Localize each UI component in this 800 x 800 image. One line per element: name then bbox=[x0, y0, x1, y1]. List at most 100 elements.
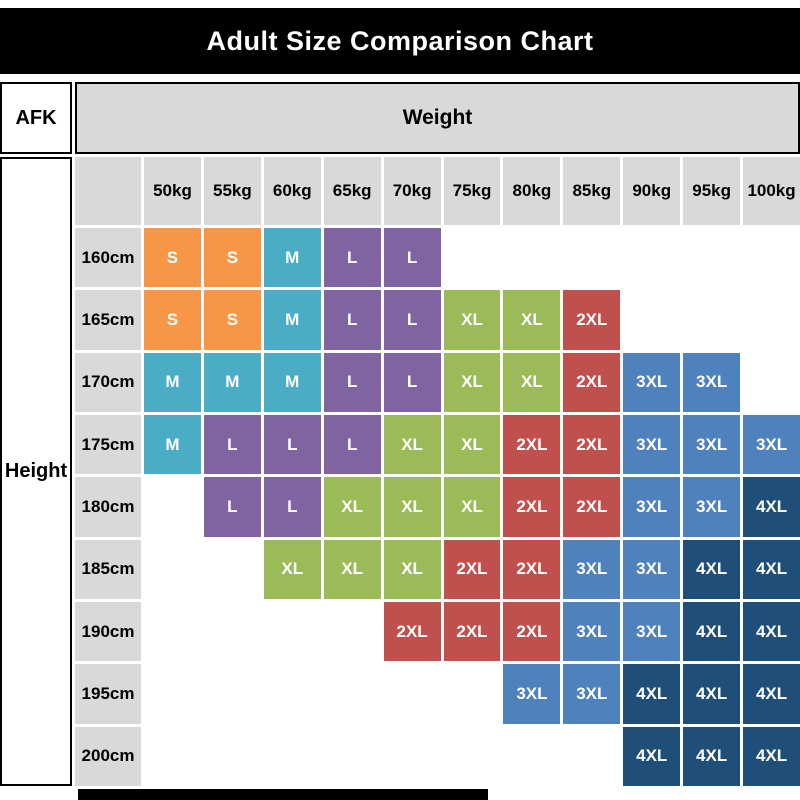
size-cell: M bbox=[263, 228, 321, 288]
size-grid: AFK Weight Height 50kg 55kg 60kg 65kg 70kg 75… bbox=[0, 82, 800, 786]
size-cell: L bbox=[263, 414, 321, 475]
size-cell: XL bbox=[263, 539, 321, 599]
size-cell: M bbox=[144, 352, 201, 412]
size-cell: 2XL bbox=[383, 601, 441, 662]
size-cell: 2XL bbox=[503, 414, 561, 475]
size-cell: XL bbox=[443, 352, 501, 412]
size-cell: 2XL bbox=[563, 414, 621, 475]
size-cell: 2XL bbox=[563, 290, 621, 350]
size-cell: 2XL bbox=[563, 477, 621, 537]
empty-cell bbox=[383, 726, 441, 786]
size-cell: S bbox=[203, 228, 261, 288]
size-cell: XL bbox=[443, 290, 501, 350]
weight-col-header: 75kg bbox=[443, 157, 501, 225]
height-row-header: 160cm bbox=[75, 228, 141, 288]
weight-col-header: 70kg bbox=[383, 157, 441, 225]
empty-cell bbox=[144, 477, 201, 537]
corner-label: AFK bbox=[0, 82, 72, 154]
empty-cell bbox=[144, 539, 201, 599]
size-cell: S bbox=[144, 228, 201, 288]
size-cell: 4XL bbox=[743, 601, 800, 662]
size-cell: M bbox=[203, 352, 261, 412]
size-cell: 3XL bbox=[743, 414, 800, 475]
weight-col-header: 80kg bbox=[503, 157, 561, 225]
size-cell: L bbox=[383, 228, 441, 288]
empty-cell bbox=[503, 726, 561, 786]
empty-cell bbox=[623, 290, 681, 350]
empty-cell bbox=[563, 726, 621, 786]
size-cell: 2XL bbox=[503, 539, 561, 599]
height-row-header: 200cm bbox=[75, 726, 141, 786]
size-cell: XL bbox=[383, 539, 441, 599]
empty-cell bbox=[743, 228, 800, 288]
size-cell: XL bbox=[503, 290, 561, 350]
height-row-header: 170cm bbox=[75, 352, 141, 412]
size-cell: 3XL bbox=[563, 664, 621, 724]
empty-cell bbox=[203, 539, 261, 599]
size-cell: 4XL bbox=[683, 539, 741, 599]
empty-cell bbox=[263, 601, 321, 662]
size-cell: 4XL bbox=[683, 601, 741, 662]
empty-cell bbox=[144, 726, 201, 786]
size-cell: 2XL bbox=[443, 601, 501, 662]
height-row-header: 195cm bbox=[75, 664, 141, 724]
size-cell: XL bbox=[383, 414, 441, 475]
empty-cell bbox=[743, 352, 800, 412]
size-cell: M bbox=[263, 290, 321, 350]
size-cell: 2XL bbox=[503, 601, 561, 662]
height-row-header: 175cm bbox=[75, 414, 141, 475]
chart-title: Adult Size Comparison Chart bbox=[206, 25, 594, 56]
size-cell: L bbox=[263, 477, 321, 537]
size-cell: XL bbox=[443, 477, 501, 537]
size-cell: L bbox=[323, 290, 381, 350]
height-row-header: 190cm bbox=[75, 601, 141, 662]
size-cell: 3XL bbox=[623, 414, 681, 475]
height-row-header: 180cm bbox=[75, 477, 141, 537]
size-cell: XL bbox=[323, 539, 381, 599]
empty-cell bbox=[203, 726, 261, 786]
empty-cell bbox=[323, 664, 381, 724]
height-row-header: 165cm bbox=[75, 290, 141, 350]
size-cell: S bbox=[144, 290, 201, 350]
weight-col-header: 90kg bbox=[623, 157, 681, 225]
size-cell: XL bbox=[503, 352, 561, 412]
empty-cell bbox=[743, 290, 800, 350]
size-cell: 4XL bbox=[683, 664, 741, 724]
height-header: Height bbox=[0, 157, 72, 786]
empty-cell bbox=[443, 664, 501, 724]
size-cell: L bbox=[323, 352, 381, 412]
empty-cell bbox=[503, 228, 561, 288]
size-cell: 3XL bbox=[683, 352, 741, 412]
weight-col-header: 60kg bbox=[263, 157, 321, 225]
size-cell: 3XL bbox=[623, 352, 681, 412]
weight-col-header: 100kg bbox=[743, 157, 800, 225]
empty-cell bbox=[263, 664, 321, 724]
chart-title-bar: Adult Size Comparison Chart bbox=[0, 8, 800, 74]
size-cell: 4XL bbox=[743, 539, 800, 599]
blank-corner-cell bbox=[75, 157, 141, 225]
size-cell: 4XL bbox=[743, 477, 800, 537]
empty-cell bbox=[383, 664, 441, 724]
size-cell: L bbox=[383, 290, 441, 350]
empty-cell bbox=[443, 726, 501, 786]
size-cell: XL bbox=[383, 477, 441, 537]
empty-cell bbox=[323, 601, 381, 662]
weight-col-header: 50kg bbox=[144, 157, 201, 225]
weight-col-header: 95kg bbox=[683, 157, 741, 225]
empty-cell bbox=[263, 726, 321, 786]
empty-cell bbox=[683, 290, 741, 350]
size-cell: 4XL bbox=[743, 664, 800, 724]
size-cell: L bbox=[203, 477, 261, 537]
size-cell: 4XL bbox=[623, 664, 681, 724]
size-cell: 4XL bbox=[683, 726, 741, 786]
size-cell: 3XL bbox=[623, 477, 681, 537]
size-cell: 2XL bbox=[503, 477, 561, 537]
weight-col-header: 55kg bbox=[203, 157, 261, 225]
size-cell: 3XL bbox=[683, 414, 741, 475]
size-cell: 4XL bbox=[623, 726, 681, 786]
size-cell: 3XL bbox=[503, 664, 561, 724]
empty-cell bbox=[323, 726, 381, 786]
size-cell: XL bbox=[323, 477, 381, 537]
empty-cell bbox=[443, 228, 501, 288]
size-cell: L bbox=[383, 352, 441, 412]
